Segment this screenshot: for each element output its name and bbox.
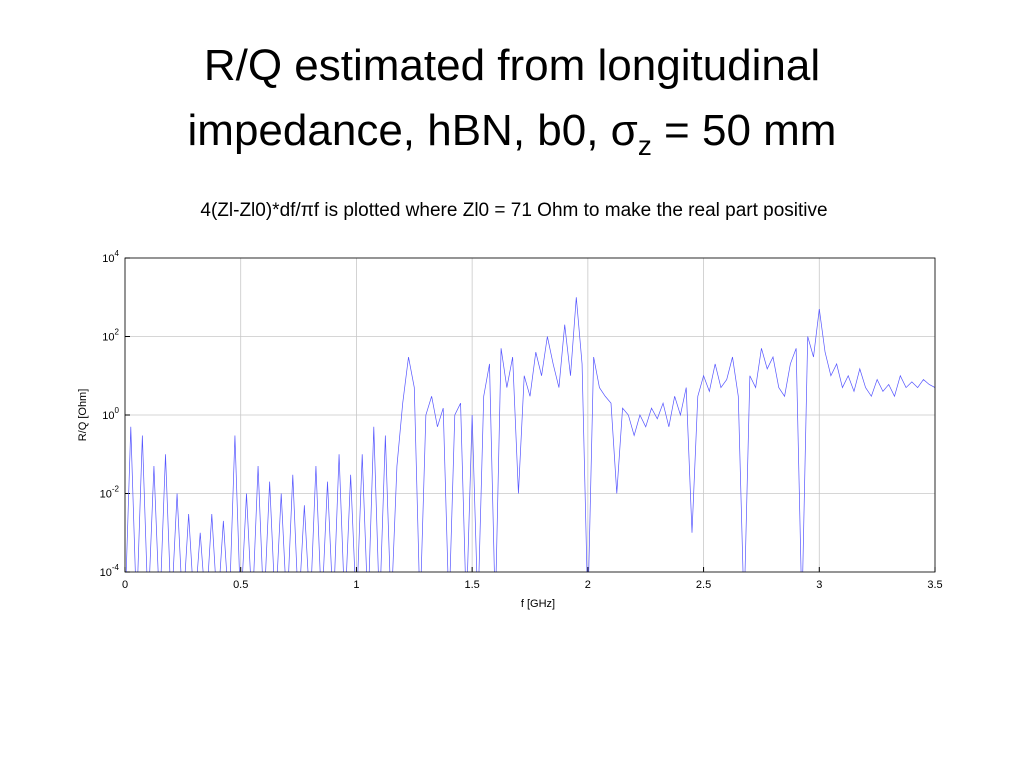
y-tick-label: 10-4	[100, 563, 120, 579]
tick-base: 10	[102, 253, 114, 265]
tick-base: 10	[100, 489, 112, 501]
plot-frame	[124, 257, 936, 573]
x-axis-label: f [GHz]	[521, 598, 555, 610]
x-tick-label: 2	[585, 579, 591, 591]
title-text: impedance, hBN, b0, σ	[188, 106, 638, 155]
title-subscript: z	[638, 130, 652, 161]
tick-exponent: 4	[115, 249, 120, 258]
tick-base: 10	[102, 410, 114, 422]
tick-exponent: 0	[115, 406, 120, 415]
data-line	[125, 297, 935, 572]
title-text: = 50 mm	[652, 106, 837, 155]
subtitle: 4(Zl-Zl0)*df/πf is plotted where Zl0 = 7…	[200, 200, 827, 221]
tick-base: 10	[100, 567, 112, 579]
tick-base: 10	[102, 332, 114, 344]
x-tick-label: 0.5	[233, 579, 248, 591]
title-line: R/Q estimated from longitudinal	[204, 41, 820, 90]
y-tick-label: 104	[102, 249, 119, 265]
y-axis-label: R/Q [Ohm]	[77, 389, 89, 442]
x-tick-label: 1	[353, 579, 359, 591]
tick-exponent: -4	[112, 563, 120, 572]
x-tick-label: 1.5	[464, 579, 479, 591]
y-tick-label: 100	[102, 406, 119, 422]
x-tick-label: 2.5	[696, 579, 711, 591]
x-tick-label: 3.5	[927, 579, 942, 591]
tick-exponent: -2	[112, 485, 120, 494]
y-tick-label: 10-2	[100, 485, 120, 501]
tick-exponent: 2	[115, 328, 120, 337]
y-tick-label: 102	[102, 328, 119, 344]
x-tick-label: 0	[122, 579, 128, 591]
x-tick-label: 3	[816, 579, 822, 591]
title-line: impedance, hBN, b0, σz = 50 mm	[188, 106, 837, 161]
